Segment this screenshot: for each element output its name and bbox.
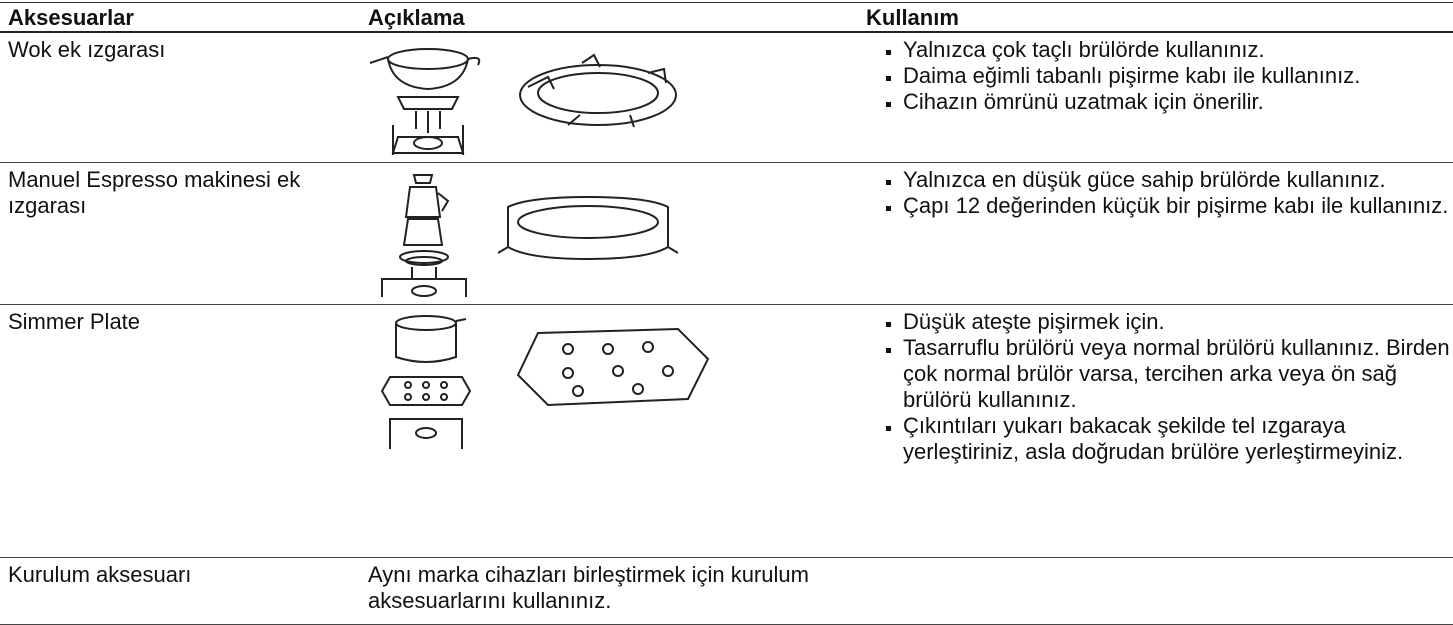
column-header: Kullanım (866, 2, 1453, 33)
usage-item: Tasarruflu brülörü veya normal brülörü k… (903, 335, 1451, 413)
accessory-name: Simmer Plate (8, 308, 141, 334)
wok-illustration (369, 48, 677, 155)
column-header: Aksesuarlar (0, 2, 368, 33)
usage-item: Düşük ateşte pişirmek için. (903, 309, 1451, 335)
usage-item: Çapı 12 değerinden küçük bir pişirme kab… (903, 193, 1451, 219)
row: Simmer Plate Düşük ateşte pişirmek için.… (0, 304, 1453, 558)
usage-item: Çıkıntıları yukarı bakacak şekilde tel ı… (903, 413, 1451, 465)
usage-item: Daima eğimli tabanlı pişirme kabı ile ku… (903, 63, 1451, 89)
espresso-illustration (381, 173, 679, 297)
simmer-plate-illustration (380, 314, 710, 449)
description: Aynı marka cihazları birleştirmek için k… (368, 561, 809, 613)
row: Kurulum aksesuarı Aynı marka cihazları b… (0, 557, 1453, 625)
usage-item: Cihazın ömrünü uzatmak için önerilir. (903, 89, 1451, 115)
accessory-name: Kurulum aksesuarı (8, 561, 192, 587)
usage-item: Yalnızca en düşük güce sahip brülörde ku… (903, 167, 1451, 193)
row: Manuel Espresso makinesi ek ızgarası Yal… (0, 162, 1453, 305)
column-header: Açıklama (368, 2, 866, 33)
accessory-name: Manuel Espresso makinesi ek ızgarası (8, 166, 301, 218)
header-row: Aksesuarlar Açıklama Kullanım (0, 2, 1453, 33)
accessory-name: Wok ek ızgarası (8, 37, 166, 62)
row: Wok ek ızgarası Yalnızca çok taçlı brülö… (0, 32, 1453, 163)
usage-item: Yalnızca çok taçlı brülörde kullanınız. (903, 37, 1451, 63)
